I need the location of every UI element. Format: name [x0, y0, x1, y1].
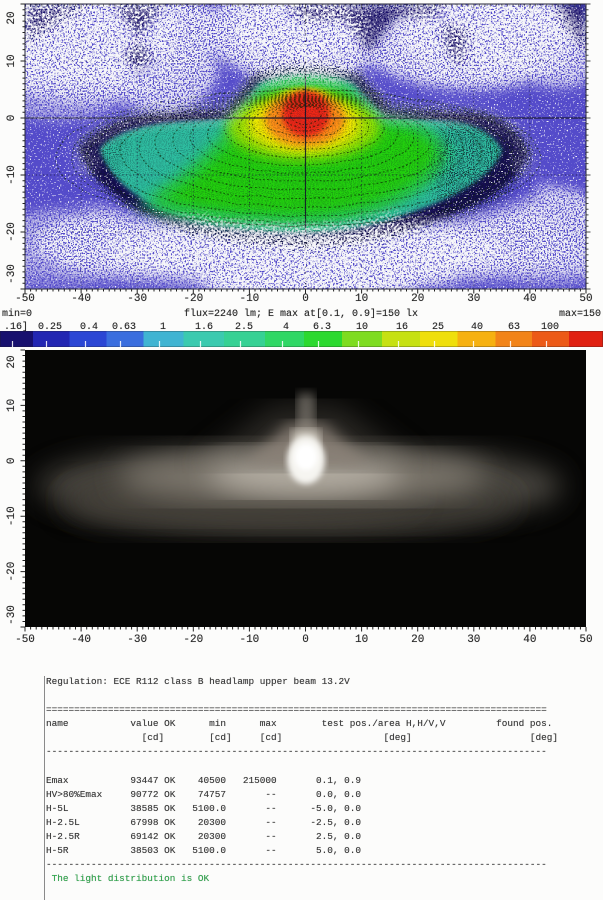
svg-text:max=150: max=150 [559, 309, 601, 320]
svg-text:6.3: 6.3 [313, 322, 331, 333]
svg-text:-30: -30 [127, 293, 147, 305]
svg-text:-50: -50 [15, 634, 35, 646]
svg-text:0: 0 [6, 115, 18, 122]
svg-text:-20: -20 [183, 634, 203, 646]
svg-text:40: 40 [523, 634, 536, 646]
svg-text:.16]: .16] [4, 321, 28, 333]
svg-text:0.25: 0.25 [38, 322, 62, 333]
svg-text:40: 40 [471, 322, 483, 333]
svg-text:-20: -20 [183, 293, 203, 305]
svg-text:-50: -50 [15, 293, 35, 305]
svg-text:50: 50 [579, 634, 592, 646]
svg-text:0: 0 [302, 293, 309, 305]
svg-text:-30: -30 [6, 605, 18, 625]
svg-text:20: 20 [6, 355, 18, 368]
svg-text:0.4: 0.4 [80, 322, 98, 333]
svg-text:10: 10 [6, 399, 18, 412]
svg-text:0: 0 [6, 457, 18, 464]
svg-text:0.63: 0.63 [112, 322, 136, 333]
svg-text:1.6: 1.6 [195, 322, 213, 333]
svg-text:1: 1 [160, 322, 166, 333]
svg-text:0: 0 [302, 634, 309, 646]
svg-text:4: 4 [283, 322, 289, 333]
svg-text:20: 20 [6, 11, 18, 24]
svg-text:10: 10 [356, 322, 368, 333]
svg-text:10: 10 [6, 54, 18, 67]
svg-text:20: 20 [411, 293, 424, 305]
svg-text:20: 20 [411, 634, 424, 646]
svg-text:-10: -10 [239, 293, 259, 305]
svg-text:63: 63 [508, 322, 520, 333]
svg-text:50: 50 [579, 293, 592, 305]
svg-text:-40: -40 [71, 293, 91, 305]
svg-text:30: 30 [467, 293, 480, 305]
svg-text:25: 25 [432, 322, 444, 333]
svg-text:30: 30 [467, 634, 480, 646]
svg-text:-30: -30 [127, 634, 147, 646]
svg-text:10: 10 [355, 293, 368, 305]
svg-text:-10: -10 [6, 506, 18, 526]
svg-text:16: 16 [396, 322, 408, 333]
svg-text:-10: -10 [6, 165, 18, 185]
svg-text:40: 40 [523, 293, 536, 305]
svg-text:flux=2240 lm; E max at[0.1, 0.: flux=2240 lm; E max at[0.1, 0.9]=150 lx [184, 308, 418, 320]
svg-text:-20: -20 [6, 222, 18, 242]
svg-text:-10: -10 [239, 634, 259, 646]
svg-text:100: 100 [541, 322, 559, 333]
svg-text:10: 10 [355, 634, 368, 646]
svg-text:-30: -30 [6, 264, 18, 284]
svg-text:-40: -40 [71, 634, 91, 646]
svg-text:-20: -20 [6, 562, 18, 582]
svg-text:2.5: 2.5 [235, 322, 253, 333]
svg-text:min=0: min=0 [2, 308, 32, 320]
